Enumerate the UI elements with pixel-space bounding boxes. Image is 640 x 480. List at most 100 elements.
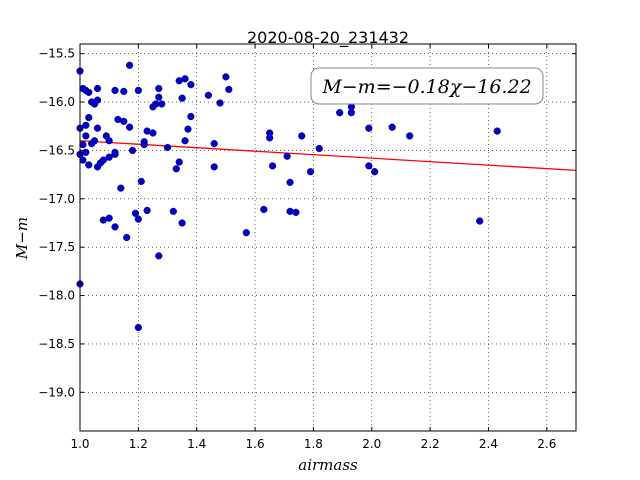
y-tick-label: −15.5 bbox=[38, 47, 75, 61]
x-axis-ticks: 1.0 1.2 1.4 1.6 1.8 2.0 2.2 2.4 2.6 bbox=[70, 44, 556, 451]
y-tick-label: −19.0 bbox=[38, 385, 75, 399]
y-tick-label: −17.0 bbox=[38, 192, 75, 206]
data-point bbox=[82, 148, 90, 156]
data-point bbox=[93, 84, 102, 93]
data-point bbox=[105, 214, 113, 222]
data-point bbox=[315, 144, 323, 153]
fit-line-group bbox=[79, 140, 577, 172]
data-point bbox=[181, 75, 189, 83]
data-point bbox=[266, 129, 274, 137]
data-point bbox=[175, 158, 183, 166]
y-tick-label: −16.5 bbox=[38, 143, 75, 157]
data-point bbox=[178, 94, 186, 102]
x-tick-label: 1.6 bbox=[246, 437, 265, 451]
data-point bbox=[365, 162, 373, 170]
data-point bbox=[90, 137, 99, 145]
data-point bbox=[371, 168, 379, 176]
data-point bbox=[155, 93, 163, 101]
data-point bbox=[283, 152, 291, 160]
data-point bbox=[85, 161, 93, 169]
y-tick-label: −16.0 bbox=[38, 95, 75, 109]
y-axis-label: M−m bbox=[13, 217, 31, 260]
x-tick-label: 2.2 bbox=[421, 437, 440, 451]
data-point bbox=[306, 168, 315, 176]
y-tick-label: −18.0 bbox=[38, 289, 75, 303]
data-point bbox=[178, 219, 186, 227]
chart-title: 2020-08-20_231432 bbox=[247, 28, 409, 48]
data-point bbox=[187, 112, 195, 121]
data-point bbox=[347, 103, 355, 111]
data-point bbox=[82, 121, 90, 129]
data-point bbox=[181, 137, 189, 145]
x-tick-label: 1.4 bbox=[187, 437, 206, 451]
plot-frame bbox=[79, 43, 577, 432]
x-tick-label: 2.6 bbox=[537, 437, 556, 451]
data-point bbox=[105, 137, 113, 145]
data-point bbox=[268, 162, 277, 170]
data-point bbox=[123, 233, 131, 242]
equation-annotation: M−m=−0.18χ−16.22 bbox=[310, 67, 544, 105]
data-point bbox=[126, 61, 134, 69]
x-tick-label: 2.4 bbox=[479, 437, 498, 451]
data-point bbox=[172, 165, 180, 173]
data-point bbox=[131, 209, 140, 217]
data-point bbox=[163, 143, 172, 152]
data-point bbox=[111, 223, 119, 231]
annotation-box bbox=[310, 67, 544, 105]
data-point bbox=[336, 109, 344, 117]
data-point bbox=[85, 113, 93, 122]
data-point bbox=[137, 177, 145, 185]
data-point bbox=[105, 153, 113, 161]
annotation-text: M−m=−0.18χ−16.22 bbox=[321, 76, 531, 98]
data-point bbox=[260, 205, 268, 214]
data-point bbox=[111, 148, 119, 156]
data-point bbox=[292, 208, 300, 216]
data-point bbox=[493, 127, 501, 135]
y-tick-label: −18.5 bbox=[38, 337, 75, 351]
y-tick-label: −17.5 bbox=[38, 240, 75, 254]
data-point bbox=[117, 184, 125, 192]
data-point bbox=[158, 100, 166, 108]
data-point bbox=[298, 132, 306, 140]
data-points bbox=[76, 61, 501, 332]
data-point bbox=[155, 84, 163, 93]
data-point bbox=[134, 323, 142, 332]
x-tick-label: 2.0 bbox=[362, 437, 381, 451]
data-point bbox=[99, 156, 107, 164]
data-point bbox=[126, 123, 134, 131]
data-point bbox=[79, 141, 87, 149]
data-point bbox=[388, 123, 396, 131]
fit-line bbox=[79, 140, 577, 172]
x-tick-label: 1.8 bbox=[304, 437, 323, 451]
data-point bbox=[184, 125, 192, 133]
data-point bbox=[128, 146, 137, 155]
grid-lines bbox=[79, 44, 576, 431]
data-point bbox=[476, 217, 484, 225]
data-point bbox=[210, 163, 218, 171]
x-axis-label: airmass bbox=[298, 456, 358, 474]
data-point bbox=[93, 124, 102, 132]
data-point bbox=[406, 132, 414, 140]
data-point bbox=[286, 178, 294, 186]
x-tick-label: 1.0 bbox=[70, 437, 89, 451]
y-axis-ticks: −15.5 −16.0 −16.5 −17.0 −17.5 −18.0 −18.5 −19.0 bbox=[38, 47, 576, 399]
data-point bbox=[242, 229, 250, 237]
x-tick-label: 1.2 bbox=[129, 437, 148, 451]
data-point bbox=[79, 156, 87, 164]
data-point bbox=[143, 206, 151, 215]
data-point bbox=[120, 117, 128, 126]
data-point bbox=[120, 87, 128, 96]
data-point bbox=[111, 86, 119, 95]
data-point bbox=[210, 140, 218, 148]
data-point bbox=[169, 207, 177, 215]
data-point bbox=[149, 129, 157, 137]
data-point bbox=[140, 138, 148, 146]
data-point bbox=[365, 124, 373, 132]
data-point bbox=[134, 86, 142, 95]
data-point bbox=[85, 88, 93, 96]
data-point bbox=[204, 91, 212, 99]
data-point bbox=[155, 252, 163, 260]
data-point bbox=[225, 85, 233, 94]
data-point bbox=[222, 73, 230, 81]
